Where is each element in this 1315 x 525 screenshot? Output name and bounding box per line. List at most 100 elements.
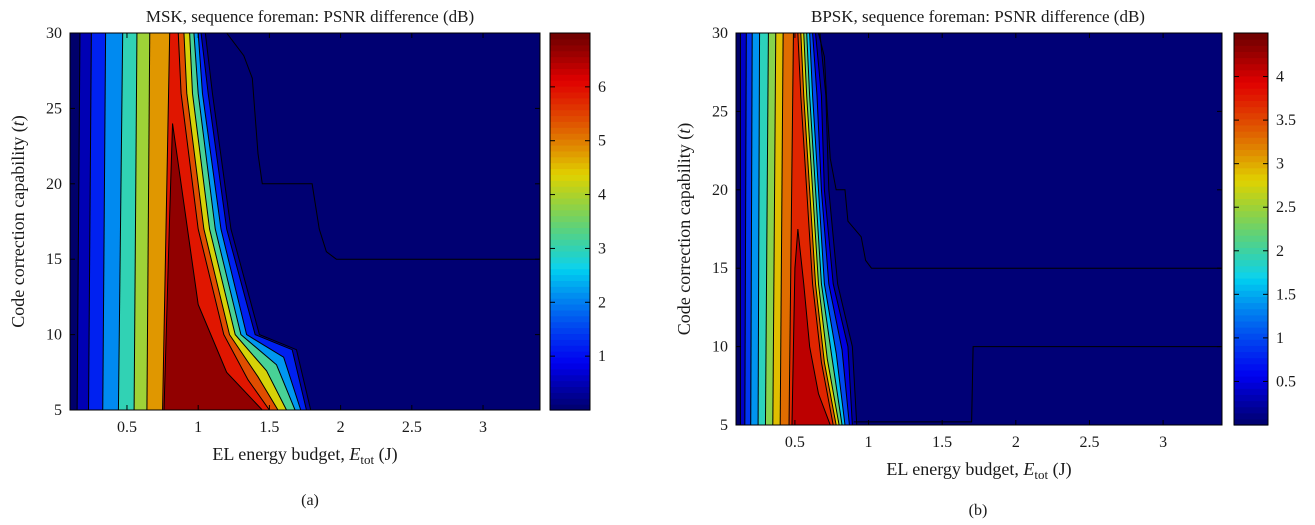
panel-b: 0.5 1 1.5 2 2.5 3 5 10 15 20 25 30 BPSK, sequence fo…	[674, 7, 1296, 519]
colorbar-segment	[1234, 376, 1268, 383]
peak-region	[163, 123, 263, 410]
zero-contour-line	[226, 33, 540, 260]
colorbar-segment	[1234, 382, 1268, 389]
plot-area	[70, 33, 540, 410]
y-tick-label: 10	[712, 339, 728, 356]
colorbar-segment	[550, 303, 590, 311]
contour-line	[757, 33, 761, 425]
colorbar-segment	[550, 280, 590, 287]
contour-line	[193, 33, 296, 410]
contour-line	[88, 33, 92, 410]
colorbar-segment	[550, 315, 590, 323]
colorbar-tick-label: 2	[598, 294, 606, 311]
background-region	[205, 33, 540, 410]
contour-line	[133, 33, 138, 410]
colorbar-tick-label: 1	[1276, 330, 1284, 347]
colorbar-segment	[550, 115, 590, 122]
colorbar-segment	[1234, 308, 1268, 316]
colorbar-tick-label: 6	[598, 79, 606, 96]
y-tick-label: 30	[46, 25, 62, 42]
contour-line	[800, 33, 837, 425]
x-tick-label: 3	[479, 419, 487, 436]
colorbar-segment	[1234, 63, 1268, 71]
colorbar-segment	[1234, 265, 1268, 273]
y-tick-label: 15	[712, 260, 728, 277]
colorbar-segment	[550, 356, 590, 364]
colorbar-segment	[1234, 388, 1268, 395]
colorbar-segment	[1234, 216, 1268, 224]
colorbar-segment	[550, 327, 590, 335]
x-tick-label: 0.5	[785, 434, 805, 451]
colorbar-tick-label: 1.5	[1276, 286, 1296, 303]
colorbar-segment	[550, 174, 590, 181]
colorbar-tick-label: 2.5	[1276, 199, 1296, 216]
colorbar-segment	[550, 186, 590, 193]
colorbar-segment	[550, 292, 590, 299]
colorbar-segment	[1234, 229, 1268, 236]
colorbar-segment	[550, 351, 590, 358]
colorbar: 0.5 1 1.5 2 2.5 3 3.5 4	[1233, 32, 1296, 426]
y-tick-label: 30	[712, 25, 728, 42]
colorbar-segment	[1234, 180, 1268, 187]
chart-title: MSK, sequence foreman: PSNR difference (…	[146, 7, 474, 26]
colorbar-segment	[1234, 253, 1268, 261]
x-tick-label: 1	[194, 419, 202, 436]
plot-frame	[69, 32, 541, 411]
contour-line	[204, 33, 312, 410]
colorbar-tick-label: 3	[1276, 156, 1284, 173]
colorbar-segment	[550, 250, 590, 258]
colorbar-segment	[1234, 75, 1268, 83]
colorbar-segment	[550, 156, 590, 164]
colorbar-segment	[550, 103, 590, 111]
colorbar-segment	[1234, 259, 1268, 267]
contour-line	[797, 33, 834, 425]
contour-line	[200, 33, 307, 410]
colorbar-segment	[1234, 51, 1268, 59]
colorbar-segment	[550, 192, 590, 199]
colorbar-segment	[550, 298, 590, 305]
x-axis-label: EL energy budget, Etot (J)	[886, 459, 1071, 482]
x-tick-label: 1.5	[932, 434, 952, 451]
background-region	[819, 33, 1222, 425]
contour-line	[197, 33, 302, 410]
colorbar-segment	[550, 80, 590, 87]
contour-line	[162, 33, 171, 410]
contour-line	[764, 33, 769, 425]
contour-line	[803, 33, 840, 425]
colorbar-segment	[1234, 100, 1268, 108]
colorbar-segment	[550, 197, 590, 205]
colorbar-tick-label: 1	[598, 348, 606, 365]
y-tick-label: 25	[46, 100, 62, 117]
colorbar-segment	[1234, 412, 1268, 420]
zero-contour-line	[853, 346, 1222, 423]
colorbar-segment	[550, 386, 590, 393]
contour-line	[812, 33, 850, 425]
colorbar-segment	[1234, 137, 1268, 144]
colorbar-segment	[550, 398, 590, 405]
colorbar-segment	[1234, 369, 1268, 377]
plot-frame	[735, 32, 1223, 426]
colorbar-segment	[550, 380, 590, 388]
colorbar-segment	[550, 97, 590, 105]
colorbar-segment	[1234, 290, 1268, 297]
colorbar-segment	[1234, 173, 1268, 181]
contour-line	[750, 33, 753, 425]
colorbar-segment	[1234, 57, 1268, 65]
y-tick-label: 5	[720, 417, 728, 434]
colorbar-segment	[1234, 124, 1268, 132]
colorbar-segment	[1234, 302, 1268, 310]
colorbar-segment	[550, 139, 590, 146]
colorbar-segment	[1234, 247, 1268, 255]
colorbar-segment	[550, 245, 590, 252]
colorbar-segment	[550, 109, 590, 117]
colorbar-segment	[550, 404, 590, 411]
chart-title: BPSK, sequence foreman: PSNR difference …	[811, 7, 1145, 26]
colorbar-segment	[1234, 69, 1268, 77]
colorbar-tick-label: 4	[1276, 69, 1284, 86]
colorbar-segment	[550, 86, 590, 93]
colorbar-segment	[550, 368, 590, 376]
contour-line	[819, 33, 858, 425]
colorbar-tick-label: 3	[598, 240, 606, 257]
colorbar-segment	[550, 274, 590, 282]
